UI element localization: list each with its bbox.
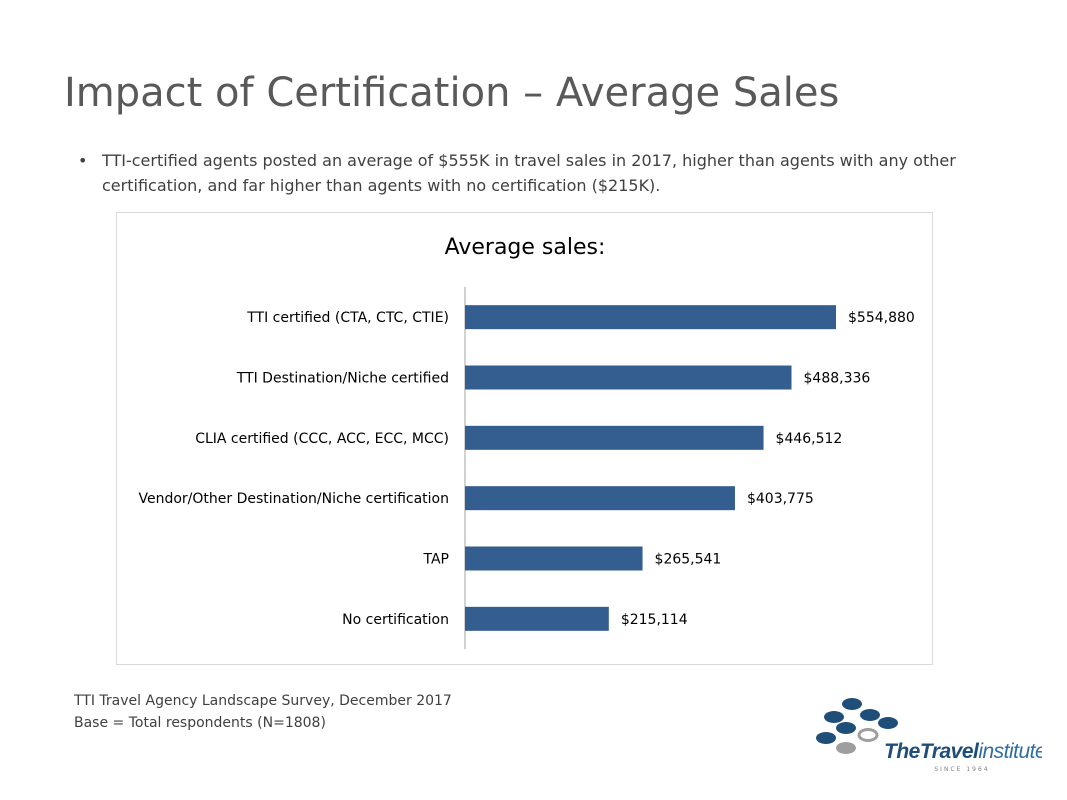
bar [465, 305, 836, 330]
category-label: TAP [423, 552, 449, 568]
bar [465, 606, 609, 631]
bar-chart: Average sales: TTI certified (CTA, CTC, … [138, 235, 915, 649]
logo-dot [878, 717, 898, 729]
bar [465, 486, 735, 511]
chart-area: Average sales: TTI certified (CTA, CTC, … [116, 212, 933, 665]
logo-dot [824, 711, 844, 723]
logo-since: SINCE 1964 [934, 766, 989, 773]
logo-dot [816, 732, 836, 744]
logo-dot [836, 742, 856, 754]
data-label: $488,336 [804, 371, 871, 387]
chart-title: Average sales: [445, 235, 606, 260]
logo-dot [857, 728, 879, 742]
source-line-2: Base = Total respondents (N=1808) [74, 715, 326, 731]
bar [465, 425, 764, 450]
bar [465, 365, 792, 390]
data-label: $265,541 [655, 552, 722, 568]
category-label: CLIA certified (CCC, ACC, ECC, MCC) [195, 431, 449, 447]
category-label: TTI Destination/Niche certified [236, 371, 449, 387]
logo-text-the-travel: TheTravel [884, 740, 980, 763]
data-label: $554,880 [848, 310, 915, 326]
summary-bullet: • TTI-certified agents posted an average… [78, 148, 968, 198]
data-label: $403,775 [747, 491, 814, 507]
category-label: TTI certified (CTA, CTC, CTIE) [246, 310, 449, 326]
logo-text-institute: institute [978, 740, 1042, 763]
logo-dot [842, 698, 862, 710]
category-label: Vendor/Other Destination/Niche certifica… [138, 491, 449, 507]
source-line-1: TTI Travel Agency Landscape Survey, Dece… [74, 693, 452, 709]
summary-text: TTI-certified agents posted an average o… [102, 151, 956, 195]
slide-title: Impact of Certification – Average Sales [64, 70, 840, 116]
data-label: $446,512 [776, 431, 843, 447]
bullet-dot: • [78, 151, 88, 170]
logo-dot [836, 722, 856, 734]
the-travel-institute-logo: TheTravelinstitute SINCE 1964 [816, 698, 1042, 773]
bar [465, 546, 643, 571]
data-label: $215,114 [621, 612, 688, 628]
logo-dot [860, 709, 880, 721]
logo-wordmark: TheTravelinstitute [884, 740, 1042, 763]
category-label: No certification [342, 612, 449, 628]
source-note: TTI Travel Agency Landscape Survey, Dece… [74, 690, 452, 734]
